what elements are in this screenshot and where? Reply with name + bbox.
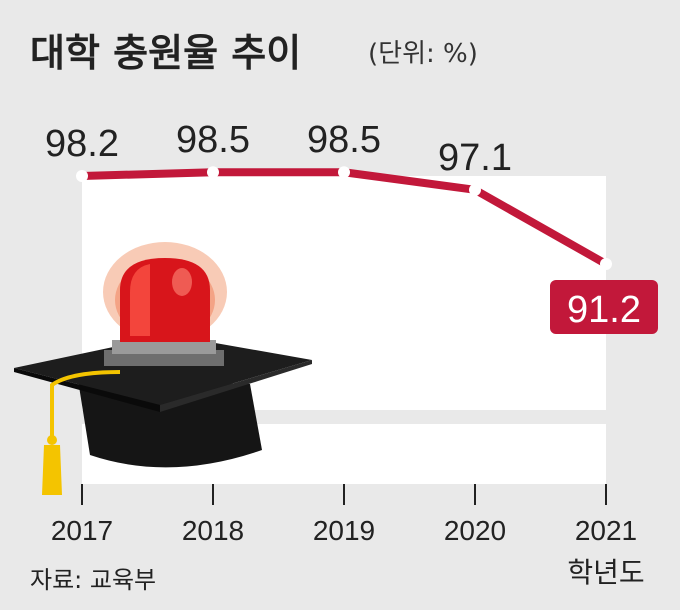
data-label: 98.5 [176, 119, 250, 161]
x-tick-label: 2020 [444, 515, 506, 546]
x-axis-title: 학년도 [567, 556, 644, 589]
highlight-label-box [550, 280, 658, 334]
data-point [76, 170, 88, 182]
data-point [338, 166, 350, 179]
data-label: 91.2 [567, 289, 641, 331]
x-tick-label: 2019 [313, 515, 375, 546]
source-note: 자료: 교육부 [30, 566, 156, 594]
x-axis: 2017 2018 2019 2020 2021 [51, 484, 637, 546]
data-point [600, 258, 612, 270]
chart-title: 대학 충원율 추이 [30, 31, 301, 75]
x-tick-label: 2017 [51, 515, 113, 546]
data-point [207, 166, 219, 179]
series-line-group [76, 166, 612, 270]
data-labels: 98.2 98.5 98.5 97.1 91.2 [45, 119, 658, 334]
data-label: 98.2 [45, 123, 119, 165]
x-tick-label: 2018 [182, 515, 244, 546]
data-label: 98.5 [307, 119, 381, 161]
data-point [469, 183, 481, 196]
data-label: 97.1 [438, 137, 512, 179]
graduation-cap-icon [14, 242, 312, 495]
x-tick-label: 2021 [575, 515, 637, 546]
unit-label: (단위: %) [368, 39, 478, 69]
